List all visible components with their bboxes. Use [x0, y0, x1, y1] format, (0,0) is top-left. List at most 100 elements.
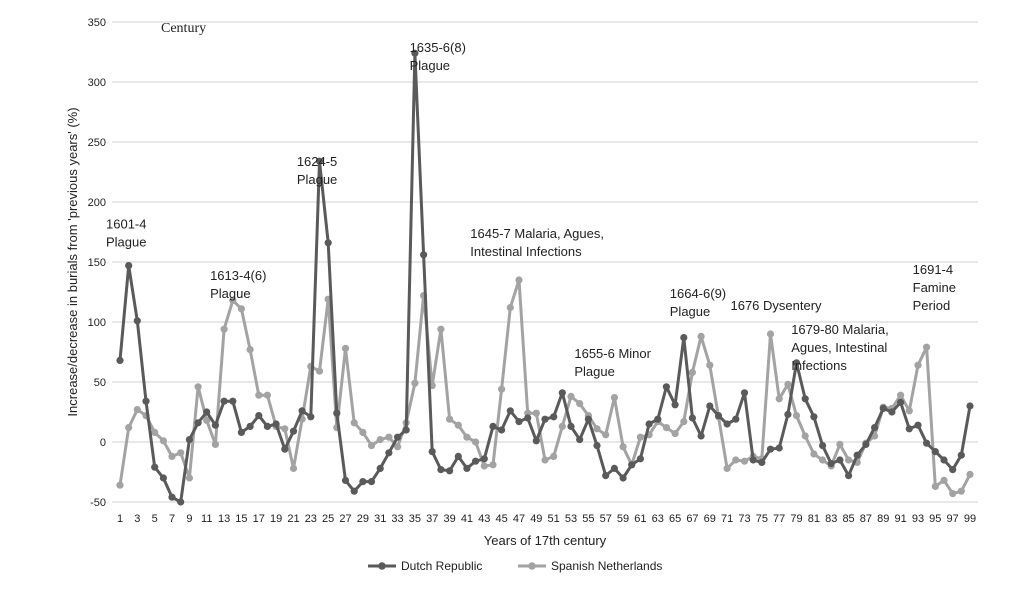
x-tick-label: 89	[877, 513, 889, 525]
data-point	[662, 424, 671, 432]
data-point	[819, 456, 827, 464]
data-point	[723, 464, 731, 472]
y-tick-label: 250	[88, 137, 106, 149]
x-tick-label: 11	[201, 513, 212, 525]
data-point	[810, 413, 818, 421]
data-point	[125, 262, 133, 270]
x-tick-label: 31	[374, 513, 386, 525]
x-tick-label: 29	[357, 513, 369, 525]
annotation: 1635-6(8) Plague	[410, 40, 466, 73]
data-point	[541, 456, 549, 464]
data-point	[949, 466, 957, 474]
data-point	[133, 406, 141, 414]
data-point	[472, 438, 480, 446]
x-tick-label: 45	[496, 513, 508, 525]
y-tick-label: 50	[94, 377, 106, 389]
data-point	[871, 424, 879, 432]
data-point	[801, 432, 809, 440]
data-point	[203, 408, 211, 416]
data-point	[341, 476, 350, 484]
data-point	[489, 422, 497, 430]
data-point	[706, 402, 714, 410]
data-point	[845, 456, 853, 464]
x-tick-label: 15	[235, 513, 247, 525]
data-point	[619, 474, 627, 482]
data-point	[593, 442, 601, 450]
x-tick-label: 39	[443, 513, 455, 525]
x-tick-label: 55	[582, 513, 594, 525]
data-point	[480, 462, 488, 470]
series-layer	[116, 49, 974, 506]
x-tick-label: 49	[530, 513, 542, 525]
x-tick-label: 63	[652, 513, 664, 525]
data-point	[740, 389, 749, 397]
data-point	[220, 325, 228, 333]
data-point	[706, 361, 714, 369]
data-point	[446, 415, 454, 423]
data-point	[628, 461, 636, 469]
x-tick-label: 13	[218, 513, 230, 525]
data-point	[237, 428, 245, 436]
y-tick-label: 100	[88, 317, 106, 329]
annotation: 1601-4 Plague	[106, 216, 146, 249]
data-point	[359, 478, 367, 486]
x-tick-label: 93	[912, 513, 924, 525]
data-point	[411, 379, 419, 387]
data-point	[489, 461, 497, 469]
data-point	[454, 421, 462, 429]
corner-label: Century	[161, 21, 206, 36]
data-point	[116, 481, 124, 489]
data-point	[784, 380, 792, 388]
data-point	[263, 422, 271, 430]
data-point	[437, 466, 445, 474]
data-point	[211, 421, 219, 429]
data-point	[558, 422, 566, 430]
series-dutch-republic	[116, 49, 974, 506]
x-tick-label: 9	[186, 513, 192, 525]
data-point	[905, 407, 913, 415]
data-point	[697, 432, 705, 440]
data-point	[914, 361, 922, 369]
x-tick-label: 25	[322, 513, 334, 525]
annotation: 1691-4 Famine Period	[913, 262, 956, 313]
data-point	[775, 444, 783, 452]
x-tick-label: 71	[721, 513, 733, 525]
data-point	[220, 397, 228, 405]
data-point	[897, 391, 905, 399]
data-point	[636, 433, 645, 441]
data-point	[289, 464, 298, 472]
data-point	[819, 442, 827, 450]
data-point	[558, 389, 566, 397]
x-tick-label: 65	[669, 513, 681, 525]
x-tick-label: 33	[391, 513, 403, 525]
data-point	[567, 422, 575, 430]
data-point	[836, 456, 844, 464]
data-point	[524, 414, 532, 422]
data-point	[246, 422, 254, 430]
data-point	[428, 448, 436, 456]
legend-swatch-marker	[528, 562, 536, 570]
data-point	[749, 456, 757, 464]
data-point	[732, 456, 740, 464]
y-tick-label: -50	[90, 497, 106, 509]
y-tick-label: 300	[88, 77, 106, 89]
data-point	[367, 478, 376, 486]
data-point	[576, 436, 584, 444]
data-point	[602, 431, 610, 439]
x-tick-label: 27	[339, 513, 351, 525]
data-point	[593, 425, 601, 433]
data-point	[914, 421, 922, 429]
data-point	[289, 427, 298, 435]
x-tick-label: 61	[634, 513, 646, 525]
annotation: 1676 Dysentery	[730, 298, 822, 313]
y-tick-label: 0	[100, 437, 106, 449]
x-tick-label: 7	[169, 513, 175, 525]
x-tick-label: 97	[947, 513, 959, 525]
x-axis-title: Years of 17th century	[484, 533, 607, 548]
x-tick-label: 95	[929, 513, 941, 525]
data-point	[897, 398, 905, 406]
x-tick-label: 69	[704, 513, 716, 525]
data-point	[836, 440, 844, 448]
data-point	[602, 472, 610, 480]
data-point	[740, 457, 749, 465]
